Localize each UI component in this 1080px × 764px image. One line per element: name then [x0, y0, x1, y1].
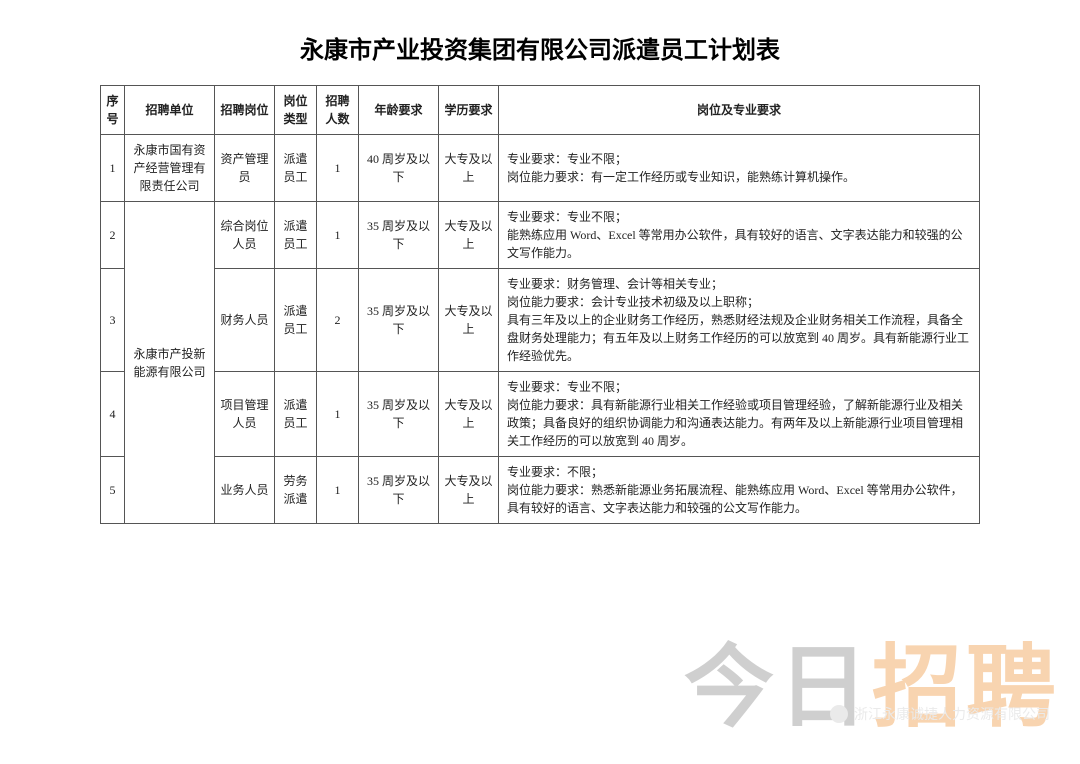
cell-index: 3	[101, 269, 125, 372]
col-index: 序号	[101, 86, 125, 135]
col-age: 年龄要求	[359, 86, 439, 135]
cell-unit: 永康市产投新能源有限公司	[125, 202, 215, 524]
cell-type: 派遣员工	[275, 135, 317, 202]
watermark-sub-text: 浙江永康诚捷人力资源有限公司	[854, 704, 1050, 724]
page-title: 永康市产业投资集团有限公司派遣员工计划表	[100, 30, 980, 65]
cell-count: 1	[317, 457, 359, 524]
watermark: 今日招聘 浙江永康诚捷人力资源有限公司	[684, 614, 1060, 744]
table-row: 2永康市产投新能源有限公司综合岗位人员派遣员工135 周岁及以下大专及以上专业要…	[101, 202, 980, 269]
cell-count: 1	[317, 202, 359, 269]
watermark-sub: 浙江永康诚捷人力资源有限公司	[830, 704, 1050, 724]
watermark-main: 今日招聘	[684, 614, 1060, 744]
cell-type: 派遣员工	[275, 372, 317, 457]
col-edu: 学历要求	[439, 86, 499, 135]
cell-edu: 大专及以上	[439, 457, 499, 524]
watermark-orange: 招聘	[872, 638, 1060, 738]
cell-count: 1	[317, 135, 359, 202]
col-req: 岗位及专业要求	[499, 86, 980, 135]
document-page: 永康市产业投资集团有限公司派遣员工计划表 序号 招聘单位 招聘岗位 岗位类型 招…	[100, 30, 980, 524]
cell-age: 40 周岁及以下	[359, 135, 439, 202]
cell-type: 劳务派遣	[275, 457, 317, 524]
cell-age: 35 周岁及以下	[359, 202, 439, 269]
cell-position: 综合岗位人员	[215, 202, 275, 269]
cell-age: 35 周岁及以下	[359, 457, 439, 524]
col-count: 招聘人数	[317, 86, 359, 135]
cell-position: 项目管理人员	[215, 372, 275, 457]
table-row: 1永康市国有资产经营管理有限责任公司资产管理员派遣员工140 周岁及以下大专及以…	[101, 135, 980, 202]
cell-index: 1	[101, 135, 125, 202]
cell-age: 35 周岁及以下	[359, 269, 439, 372]
cell-requirements: 专业要求：不限；岗位能力要求：熟悉新能源业务拓展流程、能熟练应用 Word、Ex…	[499, 457, 980, 524]
table-header-row: 序号 招聘单位 招聘岗位 岗位类型 招聘人数 年龄要求 学历要求 岗位及专业要求	[101, 86, 980, 135]
cell-requirements: 专业要求：专业不限；能熟练应用 Word、Excel 等常用办公软件，具有较好的…	[499, 202, 980, 269]
cell-count: 1	[317, 372, 359, 457]
cell-requirements: 专业要求：专业不限；岗位能力要求：具有新能源行业相关工作经验或项目管理经验，了解…	[499, 372, 980, 457]
table-body: 1永康市国有资产经营管理有限责任公司资产管理员派遣员工140 周岁及以下大专及以…	[101, 135, 980, 524]
table-row: 4 项目管理人员派遣员工135 周岁及以下大专及以上专业要求：专业不限；岗位能力要…	[101, 372, 980, 457]
table-header: 序号 招聘单位 招聘岗位 岗位类型 招聘人数 年龄要求 学历要求 岗位及专业要求	[101, 86, 980, 135]
cell-edu: 大专及以上	[439, 372, 499, 457]
cell-index: 5	[101, 457, 125, 524]
cell-edu: 大专及以上	[439, 202, 499, 269]
cell-unit: 永康市国有资产经营管理有限责任公司	[125, 135, 215, 202]
cell-position: 资产管理员	[215, 135, 275, 202]
cell-edu: 大专及以上	[439, 269, 499, 372]
cell-requirements: 专业要求：财务管理、会计等相关专业；岗位能力要求：会计专业技术初级及以上职称；具…	[499, 269, 980, 372]
cell-type: 派遣员工	[275, 269, 317, 372]
watermark-dark: 今日	[684, 638, 872, 738]
cell-age: 35 周岁及以下	[359, 372, 439, 457]
cell-edu: 大专及以上	[439, 135, 499, 202]
cell-type: 派遣员工	[275, 202, 317, 269]
cell-position: 财务人员	[215, 269, 275, 372]
col-unit: 招聘单位	[125, 86, 215, 135]
table-row: 5 业务人员劳务派遣135 周岁及以下大专及以上专业要求：不限；岗位能力要求：熟悉…	[101, 457, 980, 524]
col-type: 岗位类型	[275, 86, 317, 135]
cell-position: 业务人员	[215, 457, 275, 524]
col-position: 招聘岗位	[215, 86, 275, 135]
recruitment-plan-table: 序号 招聘单位 招聘岗位 岗位类型 招聘人数 年龄要求 学历要求 岗位及专业要求…	[100, 85, 980, 524]
wechat-icon	[830, 705, 848, 723]
cell-requirements: 专业要求：专业不限；岗位能力要求：有一定工作经历或专业知识，能熟练计算机操作。	[499, 135, 980, 202]
cell-index: 4	[101, 372, 125, 457]
cell-count: 2	[317, 269, 359, 372]
cell-index: 2	[101, 202, 125, 269]
table-row: 3 财务人员派遣员工235 周岁及以下大专及以上专业要求：财务管理、会计等相关专业…	[101, 269, 980, 372]
